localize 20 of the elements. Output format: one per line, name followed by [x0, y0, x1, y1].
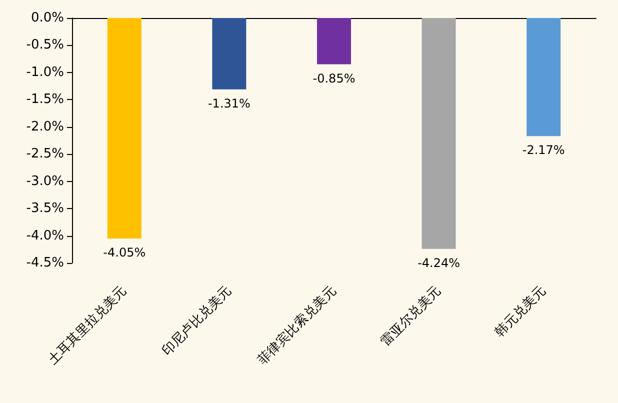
data-label: -4.05% — [103, 246, 146, 260]
data-label: -4.24% — [418, 256, 460, 270]
y-tick-label: -1.0% — [26, 64, 64, 80]
y-tick-label: -3.5% — [26, 201, 64, 216]
y-tick-label: -2.5% — [26, 146, 64, 162]
x-tick-label: 韩元兑美元 — [492, 282, 549, 340]
data-label: -1.31% — [208, 96, 250, 110]
y-tick-label: -0.5% — [26, 38, 64, 53]
x-tick-label: 雷亚尔兑美元 — [378, 282, 444, 350]
y-tick-label: 0.0% — [30, 10, 64, 26]
x-tick-label: 土耳其里拉兑美元 — [44, 282, 130, 368]
y-tick-label: -2.0% — [26, 119, 64, 134]
y-tick-label: -4.0% — [26, 228, 64, 244]
y-tick-label: -4.5% — [26, 256, 64, 270]
data-label: -0.85% — [312, 71, 356, 86]
y-tick-label: -3.0% — [26, 174, 64, 189]
data-label: -2.17% — [522, 143, 565, 158]
y-tick-label: -1.5% — [26, 92, 64, 108]
x-tick-label: 印尼卢比兑美元 — [158, 282, 235, 359]
x-tick-label: 菲律宾比索兑美元 — [254, 282, 340, 368]
